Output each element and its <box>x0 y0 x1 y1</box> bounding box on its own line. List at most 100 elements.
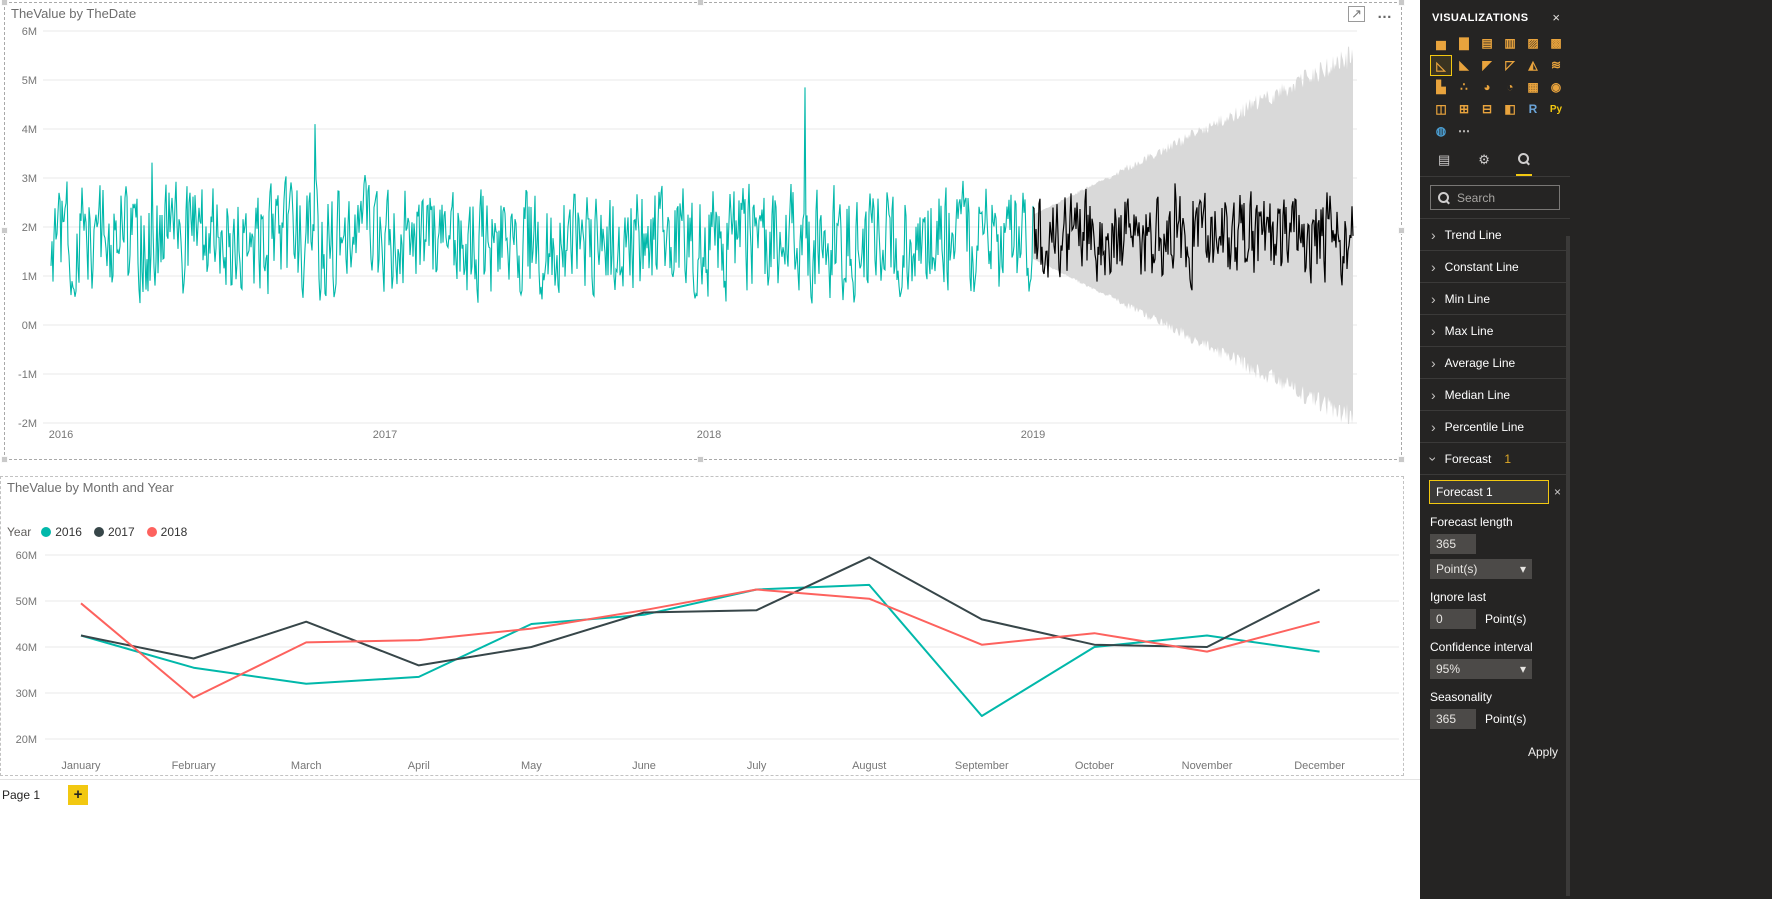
clustered-bar-chart-icon[interactable]: ▤ <box>1481 36 1493 50</box>
section-label: Median Line <box>1444 387 1511 402</box>
line-chart-icon[interactable]: ◺ <box>1430 55 1452 76</box>
section-min-line[interactable]: › Min Line <box>1420 283 1570 315</box>
slicer-icon[interactable]: ◫ <box>1435 102 1447 116</box>
chevron-right-icon: › <box>1431 290 1436 307</box>
r-script-icon[interactable]: R <box>1528 102 1538 116</box>
resize-handle[interactable] <box>1398 227 1405 234</box>
svg-text:November: November <box>1182 760 1233 772</box>
apply-button[interactable]: Apply <box>1527 745 1558 759</box>
clustered-column-chart-icon[interactable]: ▥ <box>1504 36 1516 50</box>
add-page-button[interactable]: + <box>68 784 89 805</box>
close-pane-icon[interactable]: × <box>1552 10 1560 25</box>
python-visual-icon[interactable]: Py <box>1549 104 1563 115</box>
visualizations-pane: VISUALIZATIONS × ▅ ▇ ▤ ▥ ▨ ▩ ◺ ◣ ◤ ◸ ◭ ≋ ▙ ∴ ◕ ◔ ▦ ◉ ◫ ⊞ ⊟ ◧ R… <box>1420 0 1772 899</box>
legend-item-2018[interactable]: 2018 <box>146 525 188 539</box>
matrix-icon[interactable]: ⊟ <box>1481 102 1493 116</box>
section-forecast[interactable]: › Forecast 1 <box>1420 443 1570 475</box>
confidence-interval-select[interactable]: 95% ▾ <box>1430 659 1532 679</box>
section-average-line[interactable]: › Average Line <box>1420 347 1570 379</box>
stacked-column-chart-icon[interactable]: ▇ <box>1459 36 1469 50</box>
svg-text:2018: 2018 <box>697 429 721 441</box>
svg-text:May: May <box>521 760 542 772</box>
resize-handle[interactable] <box>1 456 8 463</box>
section-median-line[interactable]: › Median Line <box>1420 379 1570 411</box>
svg-text:50M: 50M <box>16 596 37 608</box>
section-label: Trend Line <box>1444 227 1502 242</box>
scatter-chart-icon[interactable]: ∴ <box>1460 80 1468 94</box>
svg-text:June: June <box>632 760 656 772</box>
stacked-area-chart-icon[interactable]: ◤ <box>1482 58 1492 72</box>
resize-handle[interactable] <box>1398 456 1405 463</box>
legend-title: Year <box>7 525 32 539</box>
section-constant-line[interactable]: › Constant Line <box>1420 251 1570 283</box>
legend-item-2017[interactable]: 2017 <box>93 525 135 539</box>
pane-scrollbar[interactable] <box>1566 236 1570 896</box>
line-and-stacked-column-chart-icon[interactable]: ◸ <box>1505 58 1515 72</box>
kpi-icon[interactable]: ◧ <box>1504 102 1516 116</box>
stacked-bar-chart-icon[interactable]: ▅ <box>1436 36 1446 50</box>
search-placeholder: Search <box>1457 190 1496 205</box>
forecast-length-input[interactable]: 365 <box>1430 534 1476 554</box>
section-label: Percentile Line <box>1444 419 1525 434</box>
page-tab[interactable]: Page 1 <box>2 787 41 802</box>
svg-text:July: July <box>747 760 767 772</box>
legend-label: 2018 <box>160 525 188 539</box>
analytics-sections: › Trend Line › Constant Line › Min Line › Max L… <box>1420 218 1570 443</box>
viz-icon-grid: ▅ ▇ ▤ ▥ ▨ ▩ ◺ ◣ ◤ ◸ ◭ ≋ ▙ ∴ ◕ ◔ ▦ ◉ ◫ ⊞ ⊟ ◧ R Py ◍ ⋯ <box>1420 31 1570 147</box>
legend-items: 2016 2017 2018 <box>41 525 187 539</box>
resize-handle[interactable] <box>1398 0 1405 6</box>
section-trend-line[interactable]: › Trend Line <box>1420 219 1570 251</box>
svg-text:2019: 2019 <box>1021 429 1045 441</box>
visual-thevalue-by-month-and-year[interactable]: TheValue by Month and Year Year 2016 2017… <box>0 476 1404 776</box>
month-year-line-chart: 60M 50M 40M 30M 20M January February March April… <box>16 550 1399 772</box>
forecast-length-unit-select[interactable]: Point(s) ▾ <box>1430 559 1532 579</box>
globe-map-icon[interactable]: ◍ <box>1435 124 1447 138</box>
seasonality-input[interactable]: 365 <box>1430 709 1476 729</box>
line-and-clustered-column-chart-icon[interactable]: ◭ <box>1528 58 1538 72</box>
chevron-down-icon: › <box>1425 456 1442 461</box>
analytics-tab[interactable] <box>1515 149 1532 176</box>
pane-title: VISUALIZATIONS <box>1432 11 1529 24</box>
ribbon-chart-icon[interactable]: ≋ <box>1550 58 1562 72</box>
svg-text:60M: 60M <box>16 550 37 562</box>
svg-text:3M: 3M <box>22 173 37 185</box>
delete-forecast-icon[interactable]: × <box>1553 485 1561 499</box>
focus-mode-icon[interactable]: ↗ <box>1348 5 1365 22</box>
legend-label: 2017 <box>107 525 135 539</box>
svg-text:January: January <box>61 760 101 772</box>
ignore-last-input[interactable]: 0 <box>1430 609 1476 629</box>
100-stacked-bar-chart-icon[interactable]: ▨ <box>1527 36 1539 50</box>
section-label: Constant Line <box>1444 259 1519 274</box>
treemap-icon[interactable]: ▦ <box>1527 80 1539 94</box>
resize-handle[interactable] <box>697 456 704 463</box>
100-stacked-column-chart-icon[interactable]: ▩ <box>1550 36 1562 50</box>
forecast-count-badge: 1 <box>1504 451 1512 466</box>
resize-handle[interactable] <box>1 227 8 234</box>
more-options-icon[interactable]: … <box>1377 5 1393 22</box>
legend-item-2016[interactable]: 2016 <box>41 525 82 539</box>
search-icon <box>1438 191 1450 204</box>
more-visuals-icon[interactable]: ⋯ <box>1458 124 1470 138</box>
section-percentile-line[interactable]: › Percentile Line <box>1420 411 1570 443</box>
resize-handle[interactable] <box>1 0 8 6</box>
donut-chart-icon[interactable]: ◔ <box>1506 80 1514 94</box>
visual-thevalue-by-thedate[interactable]: TheValue by TheDate ↗ … 6M 5M 4M 3M 2M 1M 0M -1… <box>1 0 1405 463</box>
pie-chart-icon[interactable]: ◕ <box>1483 80 1491 94</box>
svg-text:February: February <box>172 760 217 772</box>
forecast-name-input[interactable]: Forecast 1 <box>1429 480 1549 504</box>
fields-tab[interactable]: ▤ <box>1438 152 1451 167</box>
map-icon[interactable]: ◉ <box>1550 80 1562 94</box>
legend-dot <box>41 527 52 537</box>
resize-handle[interactable] <box>697 0 704 6</box>
area-chart-icon[interactable]: ◣ <box>1459 58 1469 72</box>
chevron-right-icon: › <box>1431 322 1436 339</box>
report-canvas[interactable]: TheValue by TheDate ↗ … 6M 5M 4M 3M 2M 1M 0M -1… <box>0 0 1420 899</box>
svg-text:October: October <box>1075 760 1114 772</box>
visual-title: TheValue by Month and Year <box>7 480 174 495</box>
section-max-line[interactable]: › Max Line <box>1420 315 1570 347</box>
search-input[interactable]: Search <box>1430 185 1560 210</box>
table-icon[interactable]: ⊞ <box>1458 102 1470 116</box>
format-tab[interactable]: ⚙ <box>1478 152 1490 167</box>
waterfall-chart-icon[interactable]: ▙ <box>1436 80 1446 94</box>
svg-text:December: December <box>1294 760 1345 772</box>
